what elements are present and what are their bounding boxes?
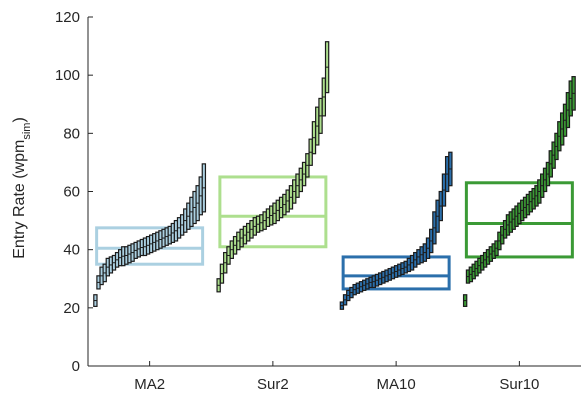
box-ma2 [95, 226, 205, 266]
y-tick-label: 0 [72, 358, 80, 375]
axes [87, 17, 581, 367]
x-tick-label-ma10: MA10 [377, 376, 416, 393]
y-tick-label: 100 [55, 67, 80, 84]
y-ticks: 0 20 40 60 80 100 120 [55, 9, 93, 375]
y-axis-label-main: Entry Rate (wpm [11, 140, 28, 259]
y-tick-label: 40 [63, 242, 80, 259]
y-tick-label: 80 [63, 125, 80, 142]
y-tick-label: 20 [63, 300, 80, 317]
x-tick-label-sur10: Sur10 [499, 376, 539, 393]
x-ticks: MA2 Sur2 MA10 Sur10 [134, 361, 539, 393]
participants-layer [93, 41, 576, 310]
box-ma10 [341, 255, 451, 291]
y-axis-label-subscript: sim [21, 123, 33, 140]
x-tick-label-sur2: Sur2 [257, 376, 289, 393]
x-tick-label-ma2: MA2 [134, 376, 165, 393]
boxes-layer [95, 175, 574, 291]
y-axis-label-suffix: ) [11, 117, 28, 122]
box-sur2 [218, 175, 328, 249]
y-axis-label: Entry Rate (wpmsim) [11, 117, 33, 259]
y-tick-label: 60 [63, 184, 80, 201]
y-tick-label: 120 [55, 9, 80, 26]
box-sur10 [464, 181, 574, 259]
